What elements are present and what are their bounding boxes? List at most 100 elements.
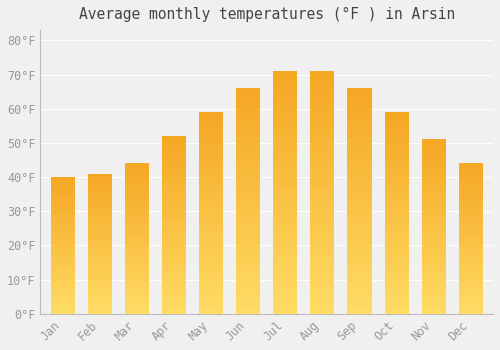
Bar bbox=[199, 145, 223, 148]
Bar bbox=[458, 224, 483, 226]
Bar bbox=[310, 246, 334, 251]
Bar bbox=[236, 219, 260, 224]
Bar bbox=[50, 199, 74, 202]
Bar bbox=[162, 200, 186, 204]
Bar bbox=[236, 88, 260, 93]
Bar bbox=[162, 193, 186, 197]
Bar bbox=[458, 178, 483, 182]
Bar bbox=[273, 222, 297, 226]
Bar bbox=[310, 120, 334, 125]
Bar bbox=[422, 153, 446, 157]
Bar bbox=[273, 81, 297, 86]
Bar bbox=[422, 227, 446, 230]
Bar bbox=[236, 147, 260, 152]
Bar bbox=[199, 181, 223, 185]
Bar bbox=[348, 291, 372, 296]
Bar bbox=[199, 270, 223, 274]
Bar bbox=[236, 264, 260, 269]
Bar bbox=[50, 248, 74, 251]
Bar bbox=[199, 153, 223, 156]
Bar bbox=[348, 93, 372, 97]
Bar bbox=[236, 178, 260, 183]
Bar bbox=[50, 278, 74, 281]
Bar bbox=[199, 161, 223, 164]
Bar bbox=[50, 300, 74, 303]
Bar bbox=[236, 233, 260, 237]
Bar bbox=[124, 163, 149, 167]
Bar bbox=[50, 257, 74, 259]
Bar bbox=[310, 86, 334, 91]
Bar bbox=[458, 169, 483, 173]
Bar bbox=[199, 233, 223, 237]
Bar bbox=[88, 306, 112, 308]
Bar bbox=[50, 232, 74, 235]
Bar bbox=[458, 287, 483, 290]
Bar bbox=[162, 150, 186, 154]
Bar bbox=[50, 267, 74, 270]
Bar bbox=[88, 261, 112, 264]
Bar bbox=[236, 237, 260, 241]
Bar bbox=[199, 193, 223, 197]
Bar bbox=[88, 179, 112, 182]
Bar bbox=[310, 222, 334, 226]
Bar bbox=[458, 167, 483, 169]
Bar bbox=[124, 173, 149, 175]
Bar bbox=[236, 287, 260, 291]
Bar bbox=[50, 265, 74, 267]
Bar bbox=[88, 278, 112, 280]
Bar bbox=[384, 265, 408, 270]
Bar bbox=[50, 273, 74, 275]
Bar bbox=[236, 282, 260, 287]
Bar bbox=[348, 228, 372, 233]
Bar bbox=[124, 251, 149, 254]
Bar bbox=[199, 120, 223, 124]
Bar bbox=[199, 169, 223, 173]
Bar bbox=[124, 220, 149, 224]
Bar bbox=[50, 254, 74, 257]
Bar bbox=[88, 216, 112, 218]
Bar bbox=[348, 129, 372, 133]
Bar bbox=[422, 300, 446, 303]
Bar bbox=[50, 292, 74, 295]
Bar bbox=[199, 132, 223, 137]
Bar bbox=[273, 202, 297, 207]
Bar bbox=[199, 116, 223, 120]
Bar bbox=[88, 196, 112, 199]
Bar bbox=[124, 245, 149, 248]
Bar bbox=[162, 136, 186, 140]
Bar bbox=[310, 256, 334, 260]
Bar bbox=[422, 265, 446, 268]
Bar bbox=[88, 221, 112, 224]
Bar bbox=[88, 311, 112, 314]
Bar bbox=[273, 280, 297, 285]
Bar bbox=[384, 193, 408, 197]
Bar bbox=[50, 270, 74, 273]
Bar bbox=[124, 212, 149, 215]
Bar bbox=[50, 243, 74, 245]
Bar bbox=[162, 211, 186, 214]
Bar bbox=[199, 241, 223, 245]
Title: Average monthly temperatures (°F ) in Arsin: Average monthly temperatures (°F ) in Ar… bbox=[78, 7, 455, 22]
Bar bbox=[422, 157, 446, 160]
Bar bbox=[162, 246, 186, 250]
Bar bbox=[348, 192, 372, 197]
Bar bbox=[50, 262, 74, 265]
Bar bbox=[273, 285, 297, 289]
Bar bbox=[422, 167, 446, 171]
Bar bbox=[236, 269, 260, 273]
Bar bbox=[236, 133, 260, 138]
Bar bbox=[422, 146, 446, 150]
Bar bbox=[199, 237, 223, 241]
Bar bbox=[422, 171, 446, 174]
Bar bbox=[162, 271, 186, 275]
Bar bbox=[348, 237, 372, 241]
Bar bbox=[384, 245, 408, 249]
Bar bbox=[348, 233, 372, 237]
Bar bbox=[384, 306, 408, 310]
Bar bbox=[273, 197, 297, 202]
Bar bbox=[458, 190, 483, 194]
Bar bbox=[310, 105, 334, 110]
Bar bbox=[236, 102, 260, 106]
Bar bbox=[310, 183, 334, 188]
Bar bbox=[310, 149, 334, 154]
